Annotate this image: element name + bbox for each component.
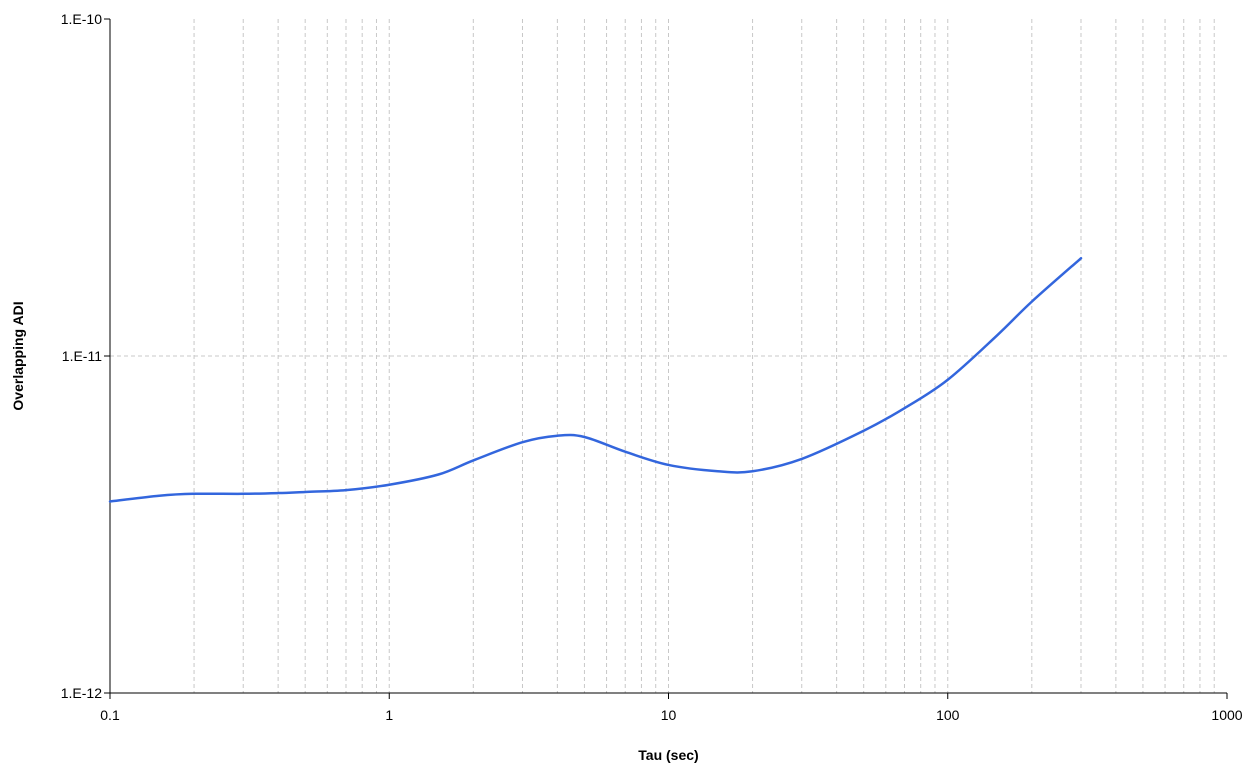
grid-lines — [110, 19, 1227, 693]
x-axis-title: Tau (sec) — [638, 747, 698, 763]
series — [108, 257, 1083, 503]
x-tick-label: 1 — [385, 707, 393, 723]
y-axis-title: Overlapping ADI — [10, 301, 26, 410]
tick-labels: 0.1 1 10 100 1000 1.E-12 1.E-11 1.E-10 — [61, 11, 1243, 723]
x-tick-label: 1000 — [1211, 707, 1242, 723]
y-tick-label: 1.E-10 — [61, 11, 102, 27]
x-tick-label: 10 — [661, 707, 677, 723]
y-tick-label: 1.E-12 — [61, 685, 102, 701]
y-tick-label: 1.E-11 — [62, 348, 102, 364]
axes — [104, 18, 1228, 699]
series-line — [108, 257, 1083, 503]
x-tick-label: 100 — [936, 707, 960, 723]
x-tick-label: 0.1 — [100, 707, 120, 723]
